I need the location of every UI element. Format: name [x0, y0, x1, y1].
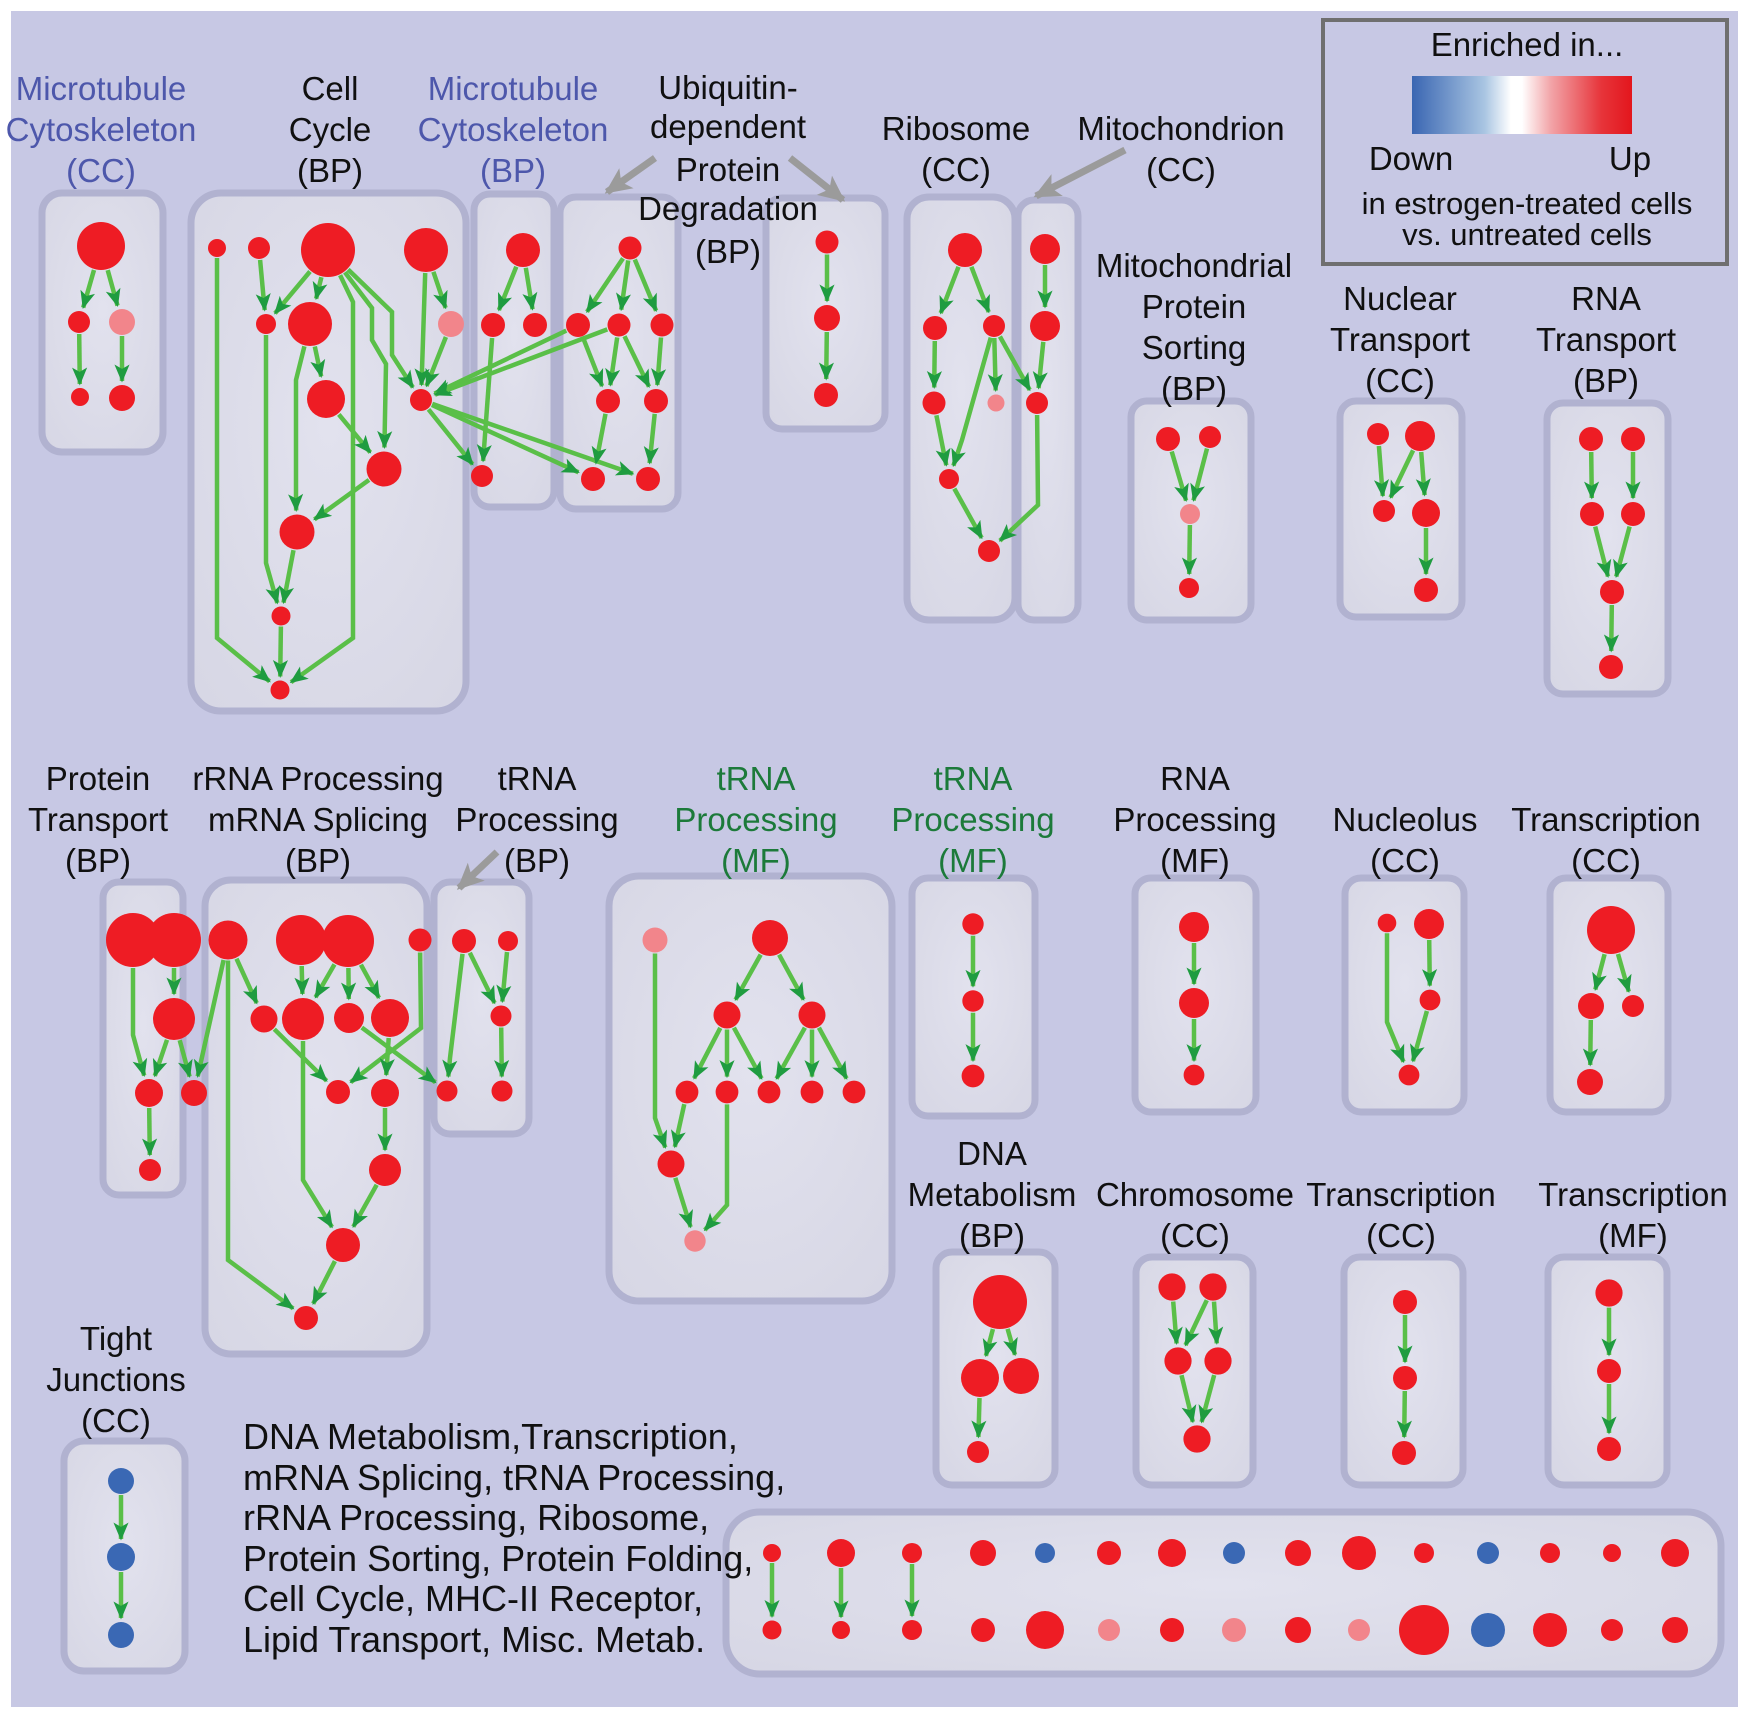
svg-text:(CC): (CC) [1365, 362, 1435, 399]
svg-text:Ribosome: Ribosome [882, 110, 1031, 147]
svg-text:Mitochondrial: Mitochondrial [1096, 247, 1292, 284]
svg-text:Metabolism: Metabolism [908, 1176, 1077, 1213]
svg-text:rRNA Processing: rRNA Processing [192, 760, 443, 797]
svg-text:Nucleolus: Nucleolus [1333, 801, 1478, 838]
svg-text:(MF): (MF) [1598, 1217, 1668, 1254]
svg-text:Transcription: Transcription [1306, 1176, 1496, 1213]
svg-text:Protein Sorting, Protein Foldi: Protein Sorting, Protein Folding, [243, 1538, 753, 1579]
svg-text:Tight: Tight [80, 1320, 152, 1357]
svg-text:Sorting: Sorting [1142, 329, 1247, 366]
svg-text:Up: Up [1609, 140, 1651, 177]
svg-text:mRNA Splicing, tRNA Processing: mRNA Splicing, tRNA Processing, [243, 1457, 785, 1498]
svg-text:Transport: Transport [1536, 321, 1676, 358]
svg-text:Ubiquitin-: Ubiquitin- [658, 69, 797, 106]
svg-text:Processing: Processing [455, 801, 618, 838]
svg-text:in estrogen-treated cells: in estrogen-treated cells [1362, 186, 1693, 221]
svg-text:Processing: Processing [891, 801, 1054, 838]
svg-text:Protein: Protein [676, 151, 781, 188]
svg-text:(CC): (CC) [1571, 842, 1641, 879]
svg-text:(MF): (MF) [938, 842, 1008, 879]
svg-text:(BP): (BP) [1161, 370, 1227, 407]
svg-text:rRNA Processing, Ribosome,: rRNA Processing, Ribosome, [243, 1497, 709, 1538]
svg-text:(MF): (MF) [1160, 842, 1230, 879]
svg-text:Down: Down [1369, 140, 1453, 177]
svg-text:DNA Metabolism,Transcription,: DNA Metabolism,Transcription, [243, 1416, 738, 1457]
svg-text:Junctions: Junctions [46, 1361, 185, 1398]
svg-text:Cytoskeleton: Cytoskeleton [418, 111, 609, 148]
svg-text:(BP): (BP) [504, 842, 570, 879]
svg-text:tRNA: tRNA [717, 760, 796, 797]
svg-text:(CC): (CC) [921, 151, 991, 188]
svg-text:Cytoskeleton: Cytoskeleton [6, 111, 197, 148]
svg-text:(CC): (CC) [1160, 1217, 1230, 1254]
svg-text:(BP): (BP) [297, 152, 363, 189]
svg-text:Transcription: Transcription [1511, 801, 1701, 838]
svg-text:Protein: Protein [1142, 288, 1247, 325]
svg-text:Processing: Processing [674, 801, 837, 838]
svg-text:Cycle: Cycle [289, 111, 372, 148]
svg-text:Microtubule: Microtubule [16, 70, 187, 107]
svg-text:Protein: Protein [46, 760, 151, 797]
svg-text:(CC): (CC) [1146, 151, 1216, 188]
svg-text:vs. untreated cells: vs. untreated cells [1402, 217, 1652, 252]
svg-text:Processing: Processing [1113, 801, 1276, 838]
svg-text:Mitochondrion: Mitochondrion [1077, 110, 1284, 147]
svg-text:(BP): (BP) [695, 233, 761, 270]
svg-text:(MF): (MF) [721, 842, 791, 879]
svg-text:Cell Cycle, MHC-II Receptor,: Cell Cycle, MHC-II Receptor, [243, 1578, 703, 1619]
svg-text:tRNA: tRNA [934, 760, 1013, 797]
svg-text:Nuclear: Nuclear [1343, 280, 1457, 317]
svg-text:mRNA Splicing: mRNA Splicing [208, 801, 428, 838]
svg-text:(CC): (CC) [66, 152, 136, 189]
svg-text:(BP): (BP) [65, 842, 131, 879]
svg-text:(BP): (BP) [285, 842, 351, 879]
svg-text:(BP): (BP) [959, 1217, 1025, 1254]
svg-text:RNA: RNA [1571, 280, 1641, 317]
svg-text:Cell: Cell [302, 70, 359, 107]
svg-text:tRNA: tRNA [498, 760, 577, 797]
svg-text:(CC): (CC) [1370, 842, 1440, 879]
svg-text:Chromosome: Chromosome [1096, 1176, 1294, 1213]
svg-text:Microtubule: Microtubule [428, 70, 599, 107]
svg-text:dependent: dependent [650, 108, 806, 145]
svg-text:RNA: RNA [1160, 760, 1230, 797]
svg-text:Lipid Transport, Misc. Metab.: Lipid Transport, Misc. Metab. [243, 1619, 705, 1660]
svg-text:(CC): (CC) [81, 1402, 151, 1439]
svg-text:Transport: Transport [28, 801, 168, 838]
svg-text:(CC): (CC) [1366, 1217, 1436, 1254]
svg-text:(BP): (BP) [480, 152, 546, 189]
svg-text:Degradation: Degradation [638, 190, 818, 227]
svg-text:(BP): (BP) [1573, 362, 1639, 399]
svg-text:Transcription: Transcription [1538, 1176, 1728, 1213]
svg-text:DNA: DNA [957, 1135, 1027, 1172]
svg-text:Transport: Transport [1330, 321, 1470, 358]
svg-text:Enriched in...: Enriched in... [1431, 26, 1624, 63]
